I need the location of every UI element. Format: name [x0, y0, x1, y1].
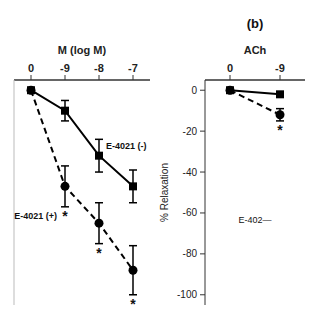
y-tick-label: -40 [183, 167, 198, 178]
panel: 0 -9 ACh (b) 0 -20 -40 -60 -80 -100 % Relaxation * E… [159, 16, 305, 305]
y-tick-label: -80 [183, 248, 198, 259]
y-tick-label: 0 [191, 85, 197, 96]
series-label: E-4021 (-) [106, 141, 147, 151]
point [226, 86, 235, 95]
error-bar [129, 246, 137, 295]
x-tick [133, 75, 134, 80]
point [276, 110, 285, 119]
point [27, 86, 35, 94]
point [226, 86, 234, 94]
series-label: E-4021 (+) [14, 211, 57, 221]
x-axis-line [205, 79, 305, 81]
error-bar [276, 109, 284, 121]
subtitle: ACh [244, 44, 267, 56]
x-tick-label: 0 [28, 62, 34, 74]
y-axis-line [205, 80, 206, 305]
plot-area [226, 86, 285, 121]
y-tick-label: -60 [183, 207, 198, 218]
x-tick [65, 75, 66, 80]
point [61, 107, 69, 115]
chart: 0-9-8-7M (log M)E-4021 (-)***E-4021 (+)0… [0, 0, 320, 320]
point [276, 90, 284, 98]
error-bar [95, 203, 103, 244]
point [129, 266, 138, 275]
error-bar [61, 166, 69, 207]
y-tick [200, 90, 205, 91]
panel: 0 -9 -8 -7 M (log M) E-4021 (-) * * * E-4021 (+) [14, 44, 150, 312]
x-tick-label: -7 [128, 62, 138, 74]
line [230, 90, 280, 115]
series [226, 86, 285, 121]
title: (b) [247, 16, 264, 31]
x-tick-label: 0 [227, 62, 233, 74]
plot-area [27, 86, 138, 295]
y-tick-label: -20 [183, 126, 198, 137]
y-tick [200, 172, 205, 173]
error-bar [129, 170, 137, 203]
annotation: * [96, 245, 102, 261]
point [95, 152, 103, 160]
error-bar [95, 139, 103, 172]
line [31, 90, 133, 270]
annotation: * [277, 122, 283, 138]
x-tick-label: -9 [275, 62, 285, 74]
x-axis-label: M (log M) [58, 44, 107, 56]
x-axis-line [14, 79, 150, 81]
point [61, 182, 70, 191]
y-tick-label: -100 [177, 289, 197, 300]
annotation: E-402— [238, 215, 271, 225]
x-tick [99, 75, 100, 80]
annotation: * [130, 296, 136, 312]
y-tick [200, 294, 205, 295]
error-bar [61, 100, 69, 120]
line [230, 90, 280, 94]
y-tick [200, 131, 205, 132]
x-tick [280, 75, 281, 80]
y-tick [200, 212, 205, 213]
annotation: * [62, 208, 68, 224]
x-tick [230, 75, 231, 80]
point [27, 86, 36, 95]
y-tick [200, 253, 205, 254]
x-tick [31, 75, 32, 80]
point [129, 182, 137, 190]
series [27, 86, 138, 295]
x-tick-label: -9 [60, 62, 70, 74]
line [31, 90, 133, 186]
y-axis-label: % Relaxation [159, 163, 170, 222]
y-axis-line [14, 80, 15, 305]
x-tick-label: -8 [94, 62, 104, 74]
point [95, 219, 104, 228]
